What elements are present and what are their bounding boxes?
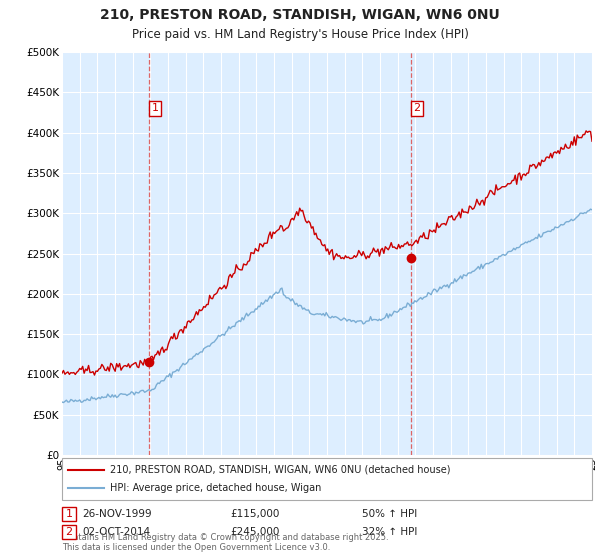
Text: 2: 2 xyxy=(413,104,421,114)
Text: 32% ↑ HPI: 32% ↑ HPI xyxy=(362,527,418,537)
Text: 02-OCT-2014: 02-OCT-2014 xyxy=(82,527,150,537)
Text: £115,000: £115,000 xyxy=(230,509,280,519)
Text: 2: 2 xyxy=(65,527,73,537)
Text: 1: 1 xyxy=(65,509,73,519)
Text: 50% ↑ HPI: 50% ↑ HPI xyxy=(362,509,417,519)
Text: 26-NOV-1999: 26-NOV-1999 xyxy=(82,509,152,519)
Text: 1: 1 xyxy=(152,104,158,114)
Text: 210, PRESTON ROAD, STANDISH, WIGAN, WN6 0NU (detached house): 210, PRESTON ROAD, STANDISH, WIGAN, WN6 … xyxy=(110,465,451,475)
Text: HPI: Average price, detached house, Wigan: HPI: Average price, detached house, Wiga… xyxy=(110,483,322,493)
Text: £245,000: £245,000 xyxy=(230,527,280,537)
Text: 210, PRESTON ROAD, STANDISH, WIGAN, WN6 0NU: 210, PRESTON ROAD, STANDISH, WIGAN, WN6 … xyxy=(100,8,500,22)
Text: Price paid vs. HM Land Registry's House Price Index (HPI): Price paid vs. HM Land Registry's House … xyxy=(131,28,469,41)
Text: Contains HM Land Registry data © Crown copyright and database right 2025.
This d: Contains HM Land Registry data © Crown c… xyxy=(62,533,389,552)
